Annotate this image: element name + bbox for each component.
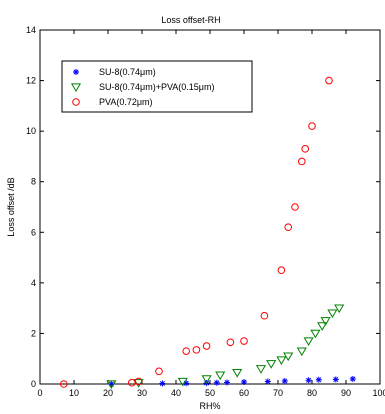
data-point [334,304,345,314]
y-tick-label: 4 [31,278,36,288]
x-tick-label: 90 [341,388,351,398]
data-point [60,380,68,388]
data-point [202,342,211,350]
y-tick-label: 12 [26,76,36,86]
data-point [291,203,299,211]
data-point [240,337,248,345]
y-tick-label: 0 [31,379,36,389]
x-tick-label: 40 [171,388,181,398]
data-point [260,311,269,320]
data-point [226,338,235,347]
data-point [320,317,331,326]
data-point [213,379,220,386]
data-point [266,360,277,369]
series-2 [106,304,345,389]
data-points [60,76,356,389]
data-point [232,368,243,378]
legend-marker [70,83,82,92]
data-point [308,122,316,130]
y-tick-label: 10 [26,126,36,136]
data-point [310,329,321,339]
data-point [106,380,117,389]
legend-marker [73,69,79,75]
data-point [284,223,293,232]
x-tick-label: 30 [137,388,147,398]
data-point [301,145,310,153]
data-point [349,375,356,382]
data-point [264,378,271,385]
data-point [182,347,190,355]
data-point [315,376,322,383]
x-tick-label: 80 [307,388,317,398]
data-point [281,377,288,384]
data-point [159,380,166,387]
chart-title: Loss offset-RH [161,15,220,25]
legend: SU-8(0.74μm) SU-8(0.74μm)+PVA(0.15μm) PVA(… [61,60,253,113]
legend-label: SU-8(0.74μm)+PVA(0.15μm) [99,82,215,92]
series-1 [108,375,356,387]
x-tick-label: 50 [205,388,215,398]
data-point [332,376,339,383]
data-point [177,377,188,387]
data-point [133,379,144,388]
y-tick-label: 2 [31,328,36,338]
x-tick-label: 70 [273,388,283,398]
x-tick-label: 60 [239,388,249,398]
data-point [298,157,306,166]
y-tick-label: 6 [31,227,36,237]
data-point [255,365,267,374]
data-point [224,379,230,386]
legend-marker [72,98,80,106]
data-point [325,76,333,85]
tick-group: 0 10 20 30 40 50 60 70 80 90 100 0 2 4 6 8 10 12 14 [26,25,385,398]
series-3 [60,76,333,388]
data-point [192,346,201,354]
data-point [327,309,338,319]
x-tick-label: 100 [372,388,385,398]
data-point [155,367,163,376]
data-point [305,377,312,384]
x-tick-label: 20 [103,388,113,398]
data-point [134,377,143,386]
data-point [241,378,247,385]
data-point [303,337,314,346]
x-axis-title: RH% [199,401,220,411]
data-point [215,371,226,381]
legend-box [61,60,253,113]
legend-label: SU-8(0.74μm) [99,67,156,77]
data-point [276,356,287,365]
legend-label: PVA(0.72μm) [99,97,153,107]
y-tick-label: 14 [26,25,36,35]
data-point [317,322,328,331]
data-point [283,352,294,362]
data-point [201,375,212,384]
data-point [277,266,286,275]
y-tick-label: 8 [31,177,36,187]
x-tick-label: 10 [69,388,79,398]
data-point [296,347,307,357]
x-tick-label: 0 [37,388,42,398]
y-axis-title: Loss offset /dB [6,177,16,236]
